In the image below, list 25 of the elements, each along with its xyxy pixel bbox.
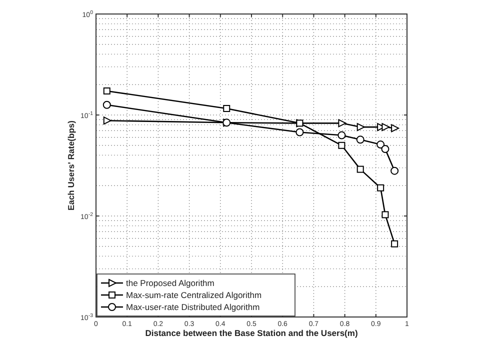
point [391, 124, 400, 132]
legend-label: Max-user-rate Distributed Algorithm [126, 302, 260, 312]
point [382, 123, 390, 132]
point [338, 131, 346, 140]
y-axis-title: Each Users' Rate(bps) [66, 120, 76, 210]
legend-label: the Proposed Algorithm [126, 278, 214, 288]
point [102, 100, 111, 109]
point [296, 128, 304, 136]
point [356, 166, 364, 173]
legend-label: Max-sum-rate Centralized Algorithm [126, 290, 262, 300]
point [296, 120, 304, 127]
point [356, 136, 364, 144]
x-axis-title: Distance between the Base Station and the Users(m) [145, 328, 358, 338]
point [103, 116, 112, 125]
point [377, 184, 384, 192]
point [381, 145, 390, 154]
point [223, 104, 230, 112]
point [338, 119, 346, 128]
point [338, 142, 346, 149]
point [103, 87, 110, 94]
point [390, 166, 399, 175]
point [391, 240, 398, 248]
point [376, 140, 385, 149]
point [356, 123, 365, 132]
point [382, 211, 389, 218]
